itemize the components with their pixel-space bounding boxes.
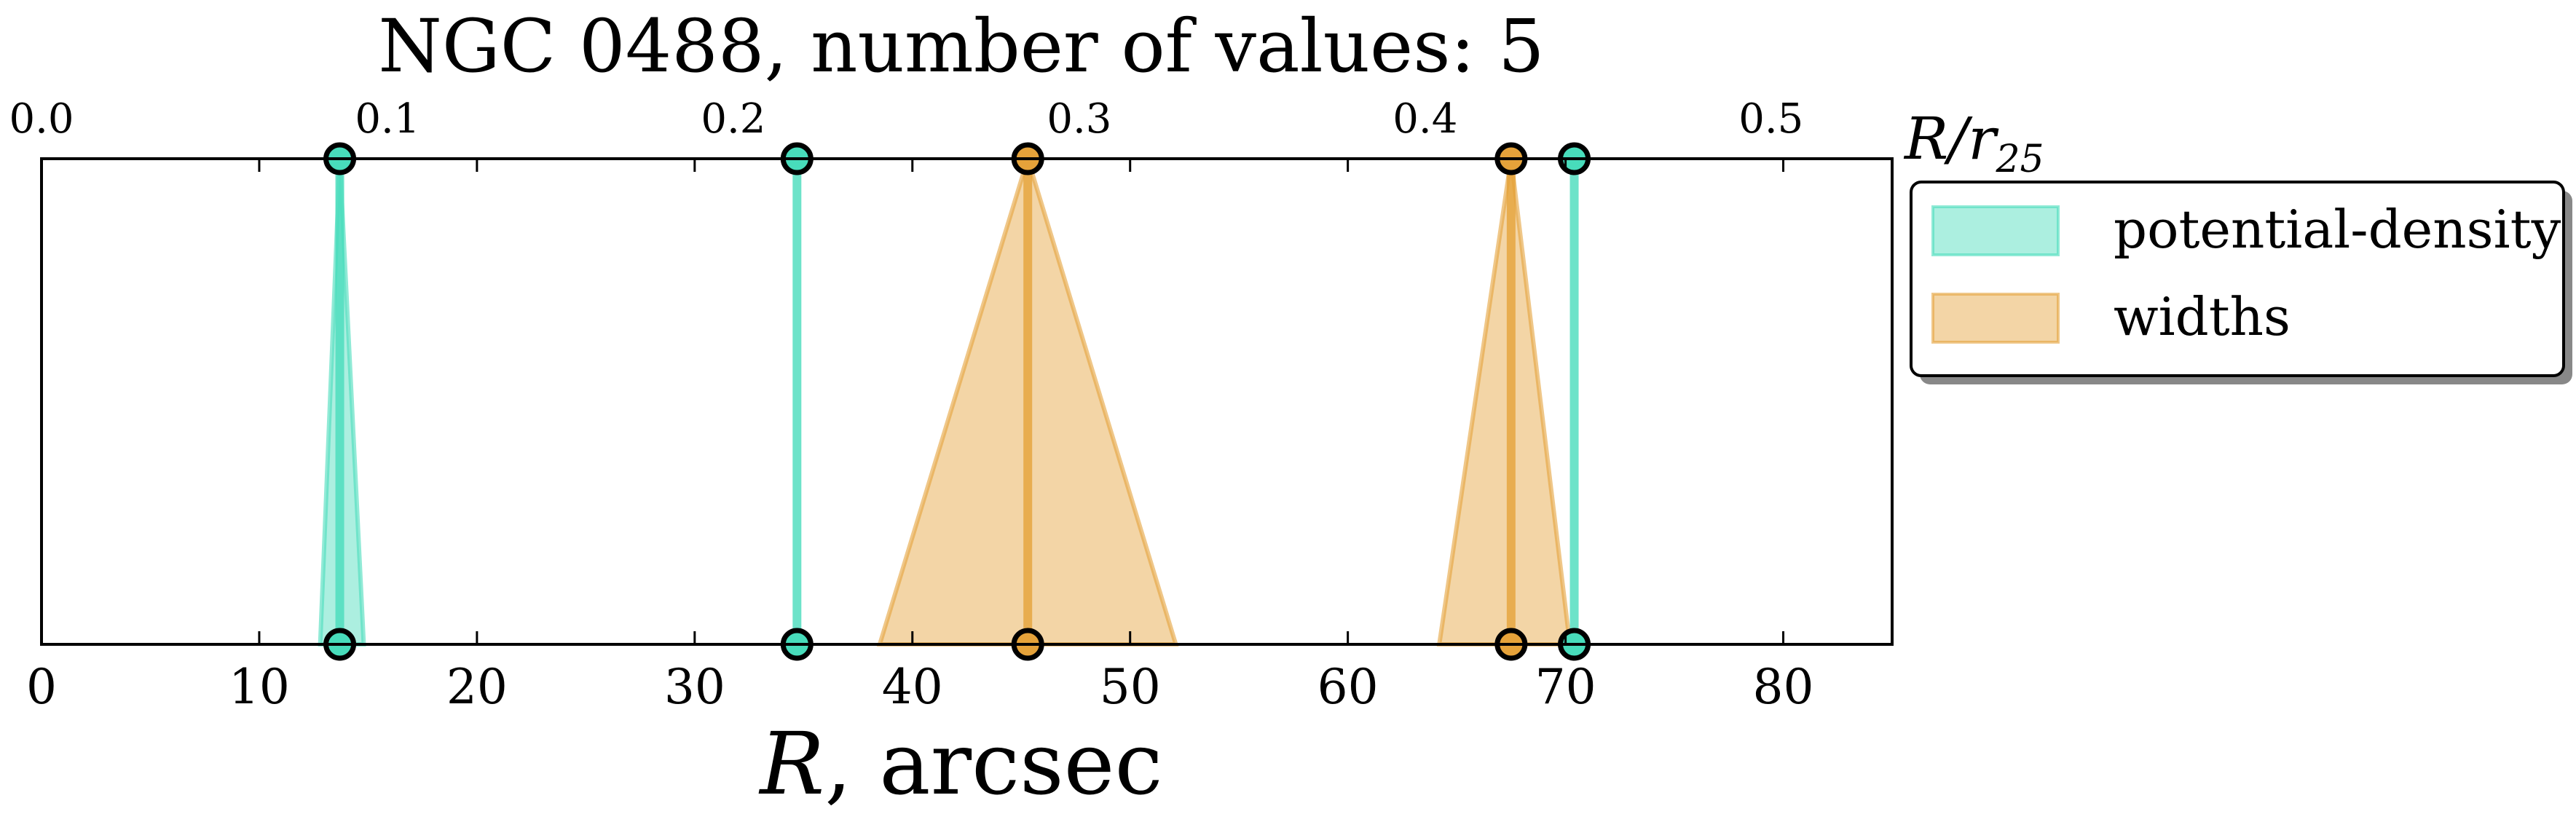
legend: potential-density widths xyxy=(1910,181,2572,384)
top-tick-label-0.1: 0.1 xyxy=(355,95,420,143)
bands-layer xyxy=(318,151,1572,647)
top-axis-label: R/r25 xyxy=(1903,105,2044,181)
top-tick-label-0.5: 0.5 xyxy=(1738,95,1803,143)
chart-title: NGC 0488, number of values: 5 xyxy=(378,4,1544,89)
legend-box xyxy=(1910,181,2565,377)
x-tick-label-10: 10 xyxy=(229,659,290,715)
widths-band-1 xyxy=(1436,158,1572,647)
x-tick-label-70: 70 xyxy=(1535,659,1596,715)
legend-swatch-potential-density xyxy=(1931,205,2060,256)
top-tick-label-0.3: 0.3 xyxy=(1047,95,1111,143)
x-tick-label-30: 30 xyxy=(664,659,725,715)
bottom-axis: 0 10 20 30 40 50 60 70 80 xyxy=(26,159,1814,715)
legend-label-potential-density: potential-density xyxy=(2114,199,2561,260)
legend-label-widths: widths xyxy=(2114,286,2291,347)
center-lines-layer xyxy=(335,159,1579,644)
top-tick-label-0: 0.0 xyxy=(9,95,74,143)
x-tick-label-60: 60 xyxy=(1317,659,1379,715)
x-axis-label: R, arcsec xyxy=(758,714,1162,814)
x-tick-label-0: 0 xyxy=(26,659,57,715)
x-tick-label-50: 50 xyxy=(1100,659,1161,715)
plot-frame xyxy=(40,157,1894,646)
x-tick-label-40: 40 xyxy=(882,659,943,715)
x-tick-label-20: 20 xyxy=(446,659,508,715)
legend-swatch-widths xyxy=(1931,293,2060,344)
top-tick-label-0.4: 0.4 xyxy=(1393,95,1457,143)
top-axis: 0.0 0.1 0.2 0.3 0.4 0.5 xyxy=(9,95,1803,143)
x-tick-label-80: 80 xyxy=(1753,659,1814,715)
top-tick-label-0.2: 0.2 xyxy=(701,95,765,143)
